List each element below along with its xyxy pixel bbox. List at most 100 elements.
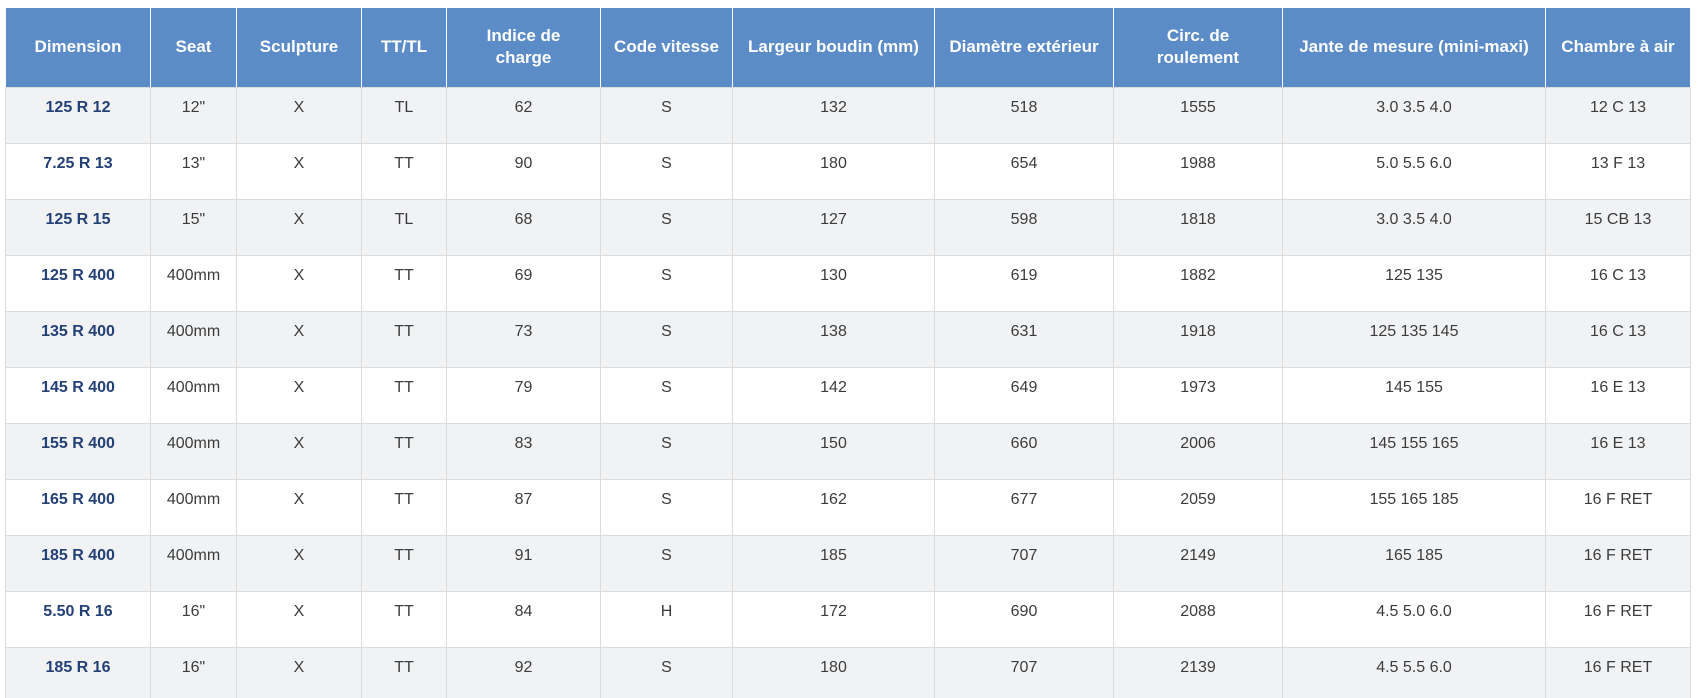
dimension-link[interactable]: 7.25 R 13 <box>43 154 113 172</box>
cell-jante-de-mesure: 125 135 <box>1282 254 1546 312</box>
cell-largeur-boudin: 132 <box>732 86 935 144</box>
cell-tt-tl: TL <box>361 86 447 144</box>
cell-seat: 16" <box>150 590 237 648</box>
cell-dimension: 155 R 400 <box>5 422 151 480</box>
cell-seat: 15" <box>150 198 237 256</box>
cell-chambre-a-air: 16 F RET <box>1545 534 1691 592</box>
cell-largeur-boudin: 142 <box>732 366 935 424</box>
cell-circ-de-roulement: 1973 <box>1113 366 1283 424</box>
table-row: 145 R 400 400mm X TT 79 S 142 649 1973 145 155 16 … <box>5 366 1691 424</box>
column-header-diametre-exterieur: Diamètre extérieur <box>934 8 1114 87</box>
cell-indice-de-charge: 84 <box>446 590 601 648</box>
cell-dimension: 125 R 12 <box>5 86 151 144</box>
cell-chambre-a-air: 16 C 13 <box>1545 254 1691 312</box>
cell-tt-tl: TT <box>361 590 447 648</box>
cell-diametre-exterieur: 677 <box>934 478 1114 536</box>
cell-circ-de-roulement: 1818 <box>1113 198 1283 256</box>
column-header-seat: Seat <box>150 8 237 87</box>
cell-dimension: 125 R 400 <box>5 254 151 312</box>
table-row: 185 R 16 16" X TT 92 S 180 707 2139 4.5 5.5 6.0 16… <box>5 646 1691 698</box>
dimension-link[interactable]: 125 R 12 <box>45 98 111 116</box>
cell-sculpture: X <box>236 422 362 480</box>
table-row: 135 R 400 400mm X TT 73 S 138 631 1918 125 135 14… <box>5 310 1691 368</box>
cell-jante-de-mesure: 145 155 <box>1282 366 1546 424</box>
cell-largeur-boudin: 180 <box>732 646 935 698</box>
column-header-dimension: Dimension <box>5 8 151 87</box>
dimension-link[interactable]: 145 R 400 <box>41 378 115 396</box>
dimension-link[interactable]: 125 R 15 <box>45 210 111 228</box>
cell-jante-de-mesure: 125 135 145 <box>1282 310 1546 368</box>
cell-chambre-a-air: 16 F RET <box>1545 646 1691 698</box>
column-header-jante-de-mesure: Jante de mesure (mini-maxi) <box>1282 8 1546 87</box>
cell-tt-tl: TT <box>361 254 447 312</box>
dimension-link[interactable]: 155 R 400 <box>41 434 115 452</box>
cell-indice-de-charge: 62 <box>446 86 601 144</box>
cell-jante-de-mesure: 4.5 5.0 6.0 <box>1282 590 1546 648</box>
cell-dimension: 185 R 16 <box>5 646 151 698</box>
cell-tt-tl: TT <box>361 366 447 424</box>
column-header-indice-de-charge: Indice de charge <box>446 8 601 87</box>
cell-diametre-exterieur: 707 <box>934 534 1114 592</box>
cell-diametre-exterieur: 660 <box>934 422 1114 480</box>
cell-indice-de-charge: 68 <box>446 198 601 256</box>
column-header-sculpture: Sculpture <box>236 8 362 87</box>
cell-circ-de-roulement: 1918 <box>1113 310 1283 368</box>
cell-jante-de-mesure: 5.0 5.5 6.0 <box>1282 142 1546 200</box>
cell-dimension: 135 R 400 <box>5 310 151 368</box>
table-row: 165 R 400 400mm X TT 87 S 162 677 2059 155 165 18… <box>5 478 1691 536</box>
cell-jante-de-mesure: 3.0 3.5 4.0 <box>1282 198 1546 256</box>
cell-circ-de-roulement: 2006 <box>1113 422 1283 480</box>
cell-circ-de-roulement: 2088 <box>1113 590 1283 648</box>
cell-sculpture: X <box>236 86 362 144</box>
cell-sculpture: X <box>236 198 362 256</box>
cell-sculpture: X <box>236 254 362 312</box>
cell-sculpture: X <box>236 590 362 648</box>
cell-seat: 400mm <box>150 366 237 424</box>
cell-chambre-a-air: 12 C 13 <box>1545 86 1691 144</box>
cell-tt-tl: TT <box>361 310 447 368</box>
cell-code-vitesse: S <box>600 646 733 698</box>
cell-diametre-exterieur: 598 <box>934 198 1114 256</box>
cell-sculpture: X <box>236 310 362 368</box>
cell-indice-de-charge: 92 <box>446 646 601 698</box>
dimension-link[interactable]: 185 R 400 <box>41 546 115 564</box>
table-row: 125 R 12 12" X TL 62 S 132 518 1555 3.0 3.5 4.0 12… <box>5 86 1691 144</box>
column-header-circ-de-roulement: Circ. de roulement <box>1113 8 1283 87</box>
cell-code-vitesse: S <box>600 534 733 592</box>
cell-tt-tl: TT <box>361 534 447 592</box>
cell-code-vitesse: S <box>600 142 733 200</box>
cell-jante-de-mesure: 165 185 <box>1282 534 1546 592</box>
cell-largeur-boudin: 162 <box>732 478 935 536</box>
cell-jante-de-mesure: 155 165 185 <box>1282 478 1546 536</box>
cell-dimension: 7.25 R 13 <box>5 142 151 200</box>
cell-diametre-exterieur: 707 <box>934 646 1114 698</box>
cell-dimension: 5.50 R 16 <box>5 590 151 648</box>
dimension-link[interactable]: 185 R 16 <box>45 658 111 676</box>
cell-circ-de-roulement: 2139 <box>1113 646 1283 698</box>
cell-code-vitesse: S <box>600 86 733 144</box>
cell-code-vitesse: S <box>600 310 733 368</box>
cell-diametre-exterieur: 690 <box>934 590 1114 648</box>
table-row: 125 R 400 400mm X TT 69 S 130 619 1882 125 135 16 … <box>5 254 1691 312</box>
dimension-link[interactable]: 165 R 400 <box>41 490 115 508</box>
cell-diametre-exterieur: 619 <box>934 254 1114 312</box>
table-header-row: Dimension Seat Sculpture TT/TL Indice de cha… <box>5 8 1691 87</box>
cell-seat: 16" <box>150 646 237 698</box>
cell-largeur-boudin: 127 <box>732 198 935 256</box>
dimension-link[interactable]: 135 R 400 <box>41 322 115 340</box>
tire-specs-table: Dimension Seat Sculpture TT/TL Indice de cha… <box>5 8 1691 698</box>
table-row: 155 R 400 400mm X TT 83 S 150 660 2006 145 155 16… <box>5 422 1691 480</box>
dimension-link[interactable]: 125 R 400 <box>41 266 115 284</box>
cell-indice-de-charge: 73 <box>446 310 601 368</box>
column-header-largeur-boudin: Largeur boudin (mm) <box>732 8 935 87</box>
cell-indice-de-charge: 83 <box>446 422 601 480</box>
column-header-tt-tl: TT/TL <box>361 8 447 87</box>
cell-dimension: 165 R 400 <box>5 478 151 536</box>
cell-indice-de-charge: 91 <box>446 534 601 592</box>
cell-tt-tl: TT <box>361 142 447 200</box>
dimension-link[interactable]: 5.50 R 16 <box>43 602 113 620</box>
cell-code-vitesse: H <box>600 590 733 648</box>
table-row: 185 R 400 400mm X TT 91 S 185 707 2149 165 185 16 … <box>5 534 1691 592</box>
cell-seat: 400mm <box>150 478 237 536</box>
cell-indice-de-charge: 69 <box>446 254 601 312</box>
